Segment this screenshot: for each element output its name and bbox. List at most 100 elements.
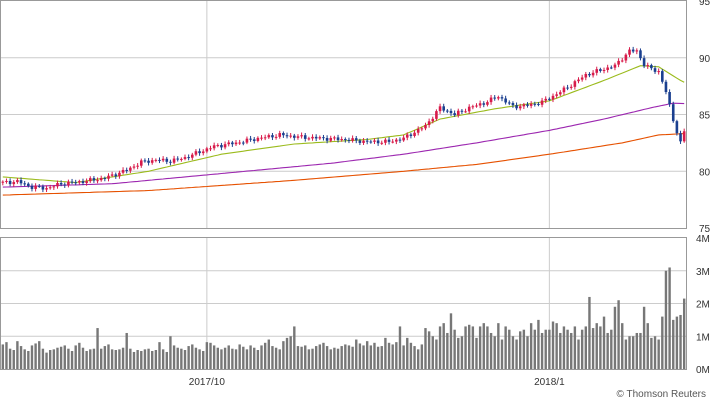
candle: [256, 136, 260, 143]
candle: [602, 67, 606, 74]
volume-bar: [617, 300, 620, 369]
candle: [591, 70, 595, 78]
candle: [635, 48, 639, 55]
candle: [358, 138, 362, 146]
candle-body: [569, 86, 573, 88]
volume-plot-frame: [0, 237, 687, 370]
candle-body: [92, 178, 96, 181]
candle-body: [657, 71, 660, 73]
volume-bar: [34, 343, 37, 369]
volume-bar: [191, 344, 194, 369]
volume-bar: [522, 329, 526, 369]
candle-body: [252, 139, 256, 141]
volume-bar: [322, 342, 325, 369]
candle: [293, 133, 296, 141]
candle-body: [322, 137, 325, 139]
volume-bar: [325, 346, 329, 369]
candle-body: [387, 139, 391, 142]
candle: [646, 62, 650, 69]
candle-body: [500, 97, 504, 99]
candle: [467, 104, 471, 114]
candle-body: [271, 135, 274, 138]
volume-bar: [562, 326, 566, 369]
candle-body: [493, 97, 497, 99]
volume-bar: [540, 332, 544, 369]
volume-bar: [548, 329, 551, 369]
volume-bar: [489, 332, 493, 369]
candle-body: [628, 49, 631, 55]
candle: [566, 84, 569, 91]
volume-bar: [63, 345, 66, 369]
volume-bar: [529, 323, 533, 369]
volume-bar: [588, 296, 591, 369]
volume-bar: [639, 332, 642, 369]
candle-body: [613, 64, 617, 68]
candle-body: [165, 158, 169, 162]
candle: [260, 135, 263, 141]
candle-body: [114, 174, 118, 177]
candle-body: [154, 159, 158, 161]
candle: [558, 90, 562, 97]
candle-body: [620, 60, 624, 62]
candle: [190, 152, 194, 161]
volume-bar: [143, 349, 147, 369]
volume-bar: [468, 324, 471, 369]
candle: [613, 62, 617, 71]
candle-body: [183, 157, 187, 159]
volume-bar: [140, 350, 143, 369]
candle: [187, 154, 190, 161]
candle-body: [158, 159, 161, 161]
candle: [650, 63, 653, 71]
volume-bar: [679, 314, 682, 369]
candle: [19, 177, 23, 186]
volume-bar: [376, 346, 380, 369]
candle: [351, 135, 354, 143]
volume-bar: [580, 329, 584, 369]
candle: [373, 138, 376, 145]
candle-body: [679, 133, 682, 142]
volume-bar: [56, 347, 59, 369]
candle: [376, 137, 380, 146]
candle-body: [23, 183, 26, 185]
candle: [183, 154, 187, 161]
candle-body: [664, 81, 668, 93]
candle-body: [675, 121, 679, 134]
candle: [526, 102, 529, 108]
candle: [274, 134, 278, 140]
candle-body: [453, 113, 456, 116]
candle-body: [606, 67, 609, 70]
candle-body: [391, 141, 394, 143]
volume-bar: [89, 349, 92, 369]
candle: [671, 101, 675, 123]
volume-bar: [289, 336, 292, 369]
candle-body: [30, 185, 34, 189]
volume-bar: [314, 346, 318, 369]
volume-bar: [125, 332, 128, 369]
candle-body: [610, 67, 613, 69]
candle: [85, 178, 88, 186]
candle-body: [303, 135, 307, 139]
volume-bar: [431, 336, 434, 369]
candle-body: [599, 69, 602, 71]
candle: [504, 95, 507, 105]
candle: [489, 94, 493, 105]
volume-bar: [16, 341, 19, 369]
candle: [263, 134, 267, 141]
volume-bar: [573, 326, 577, 369]
candle-body: [373, 140, 376, 142]
candle-body: [74, 182, 77, 184]
candle: [48, 184, 52, 190]
volume-bar: [442, 323, 445, 369]
candle: [154, 158, 158, 163]
volume-bar: [38, 341, 41, 369]
volume-bar: [187, 346, 190, 369]
candle: [661, 69, 664, 84]
candle-body: [395, 139, 398, 142]
candle: [653, 65, 657, 74]
candle: [420, 126, 424, 132]
candle-body: [365, 140, 369, 142]
candle: [282, 131, 285, 138]
volume-bar: [391, 344, 394, 369]
candle-body: [555, 94, 558, 96]
candle-body: [56, 183, 59, 187]
